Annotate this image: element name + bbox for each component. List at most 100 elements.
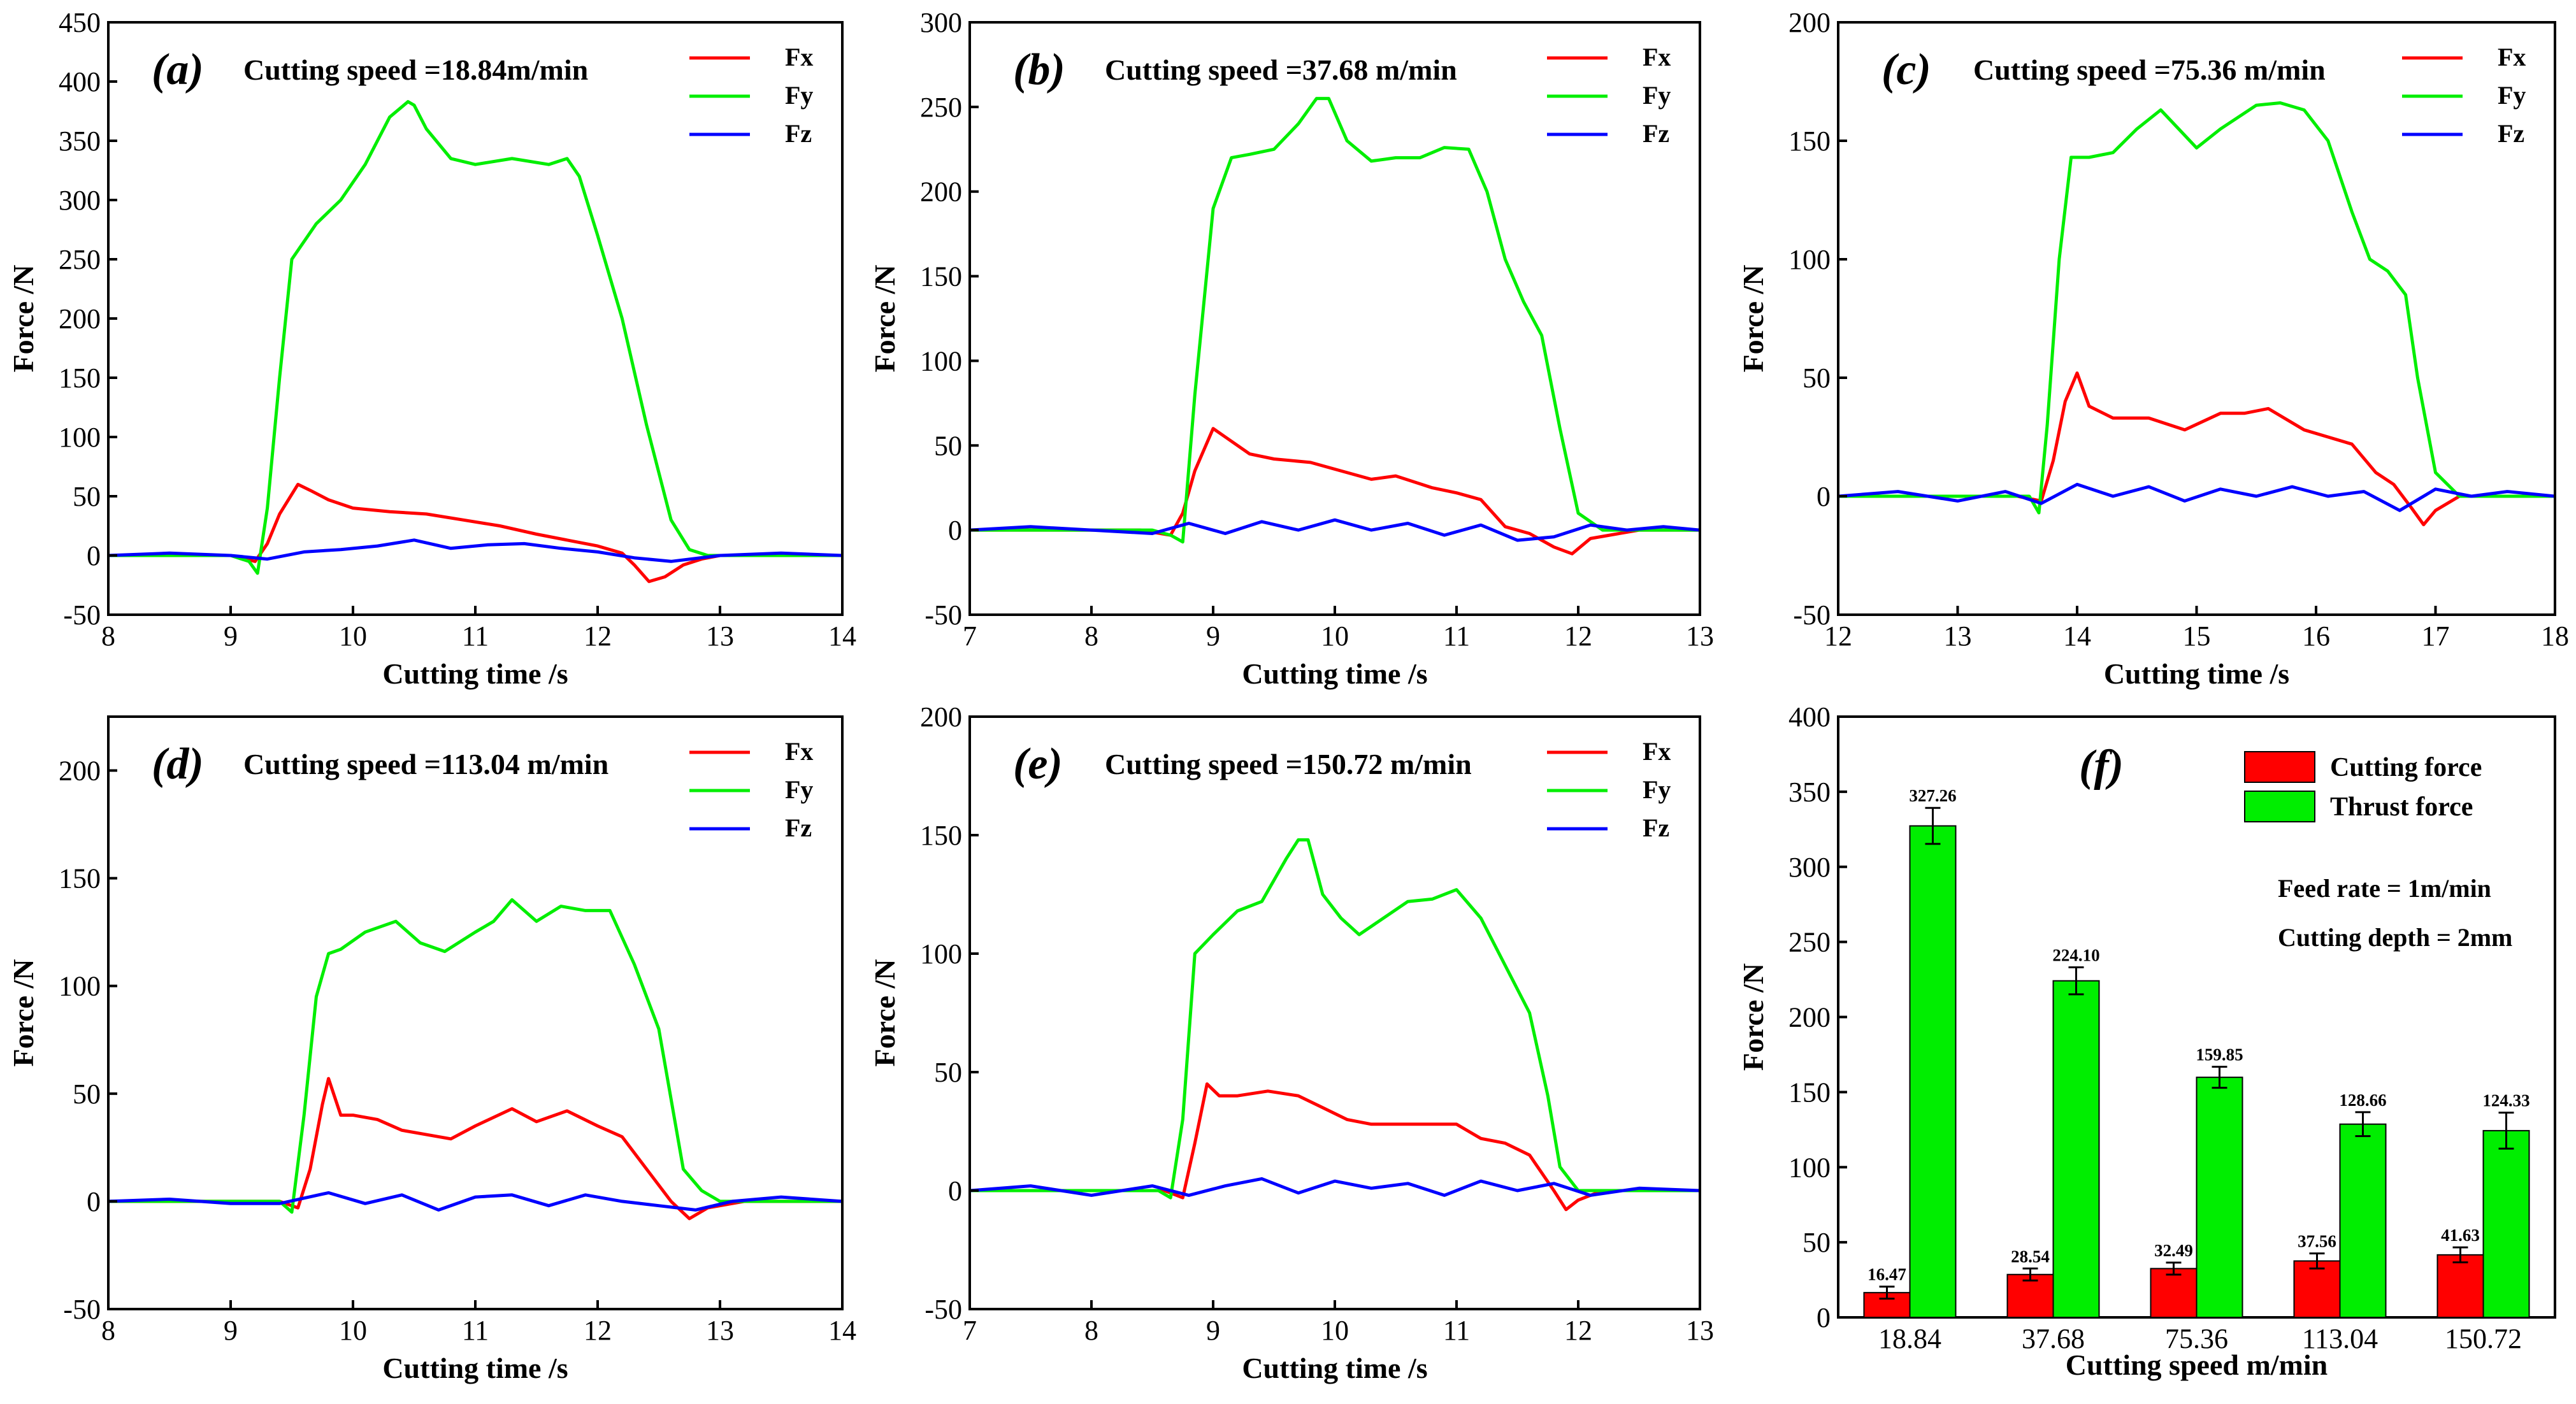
bar-value-label: 37.56 xyxy=(2298,1232,2336,1251)
speed-label: Cutting speed =18.84m/min xyxy=(243,54,588,86)
x-tick-label: 9 xyxy=(1206,620,1220,652)
y-axis-label: Force /N xyxy=(868,264,901,372)
x-tick-label: 11 xyxy=(1443,1315,1470,1346)
panel-e: 7 8 9 10 11 12 13 -50 0 50 100 150 200 Cutting time /… xyxy=(868,701,1714,1384)
panel-tag: (b) xyxy=(1013,45,1065,94)
bar-thrust xyxy=(2052,980,2100,1318)
x-axis-label: Cutting time /s xyxy=(382,1352,568,1384)
y-tick-label: 250 xyxy=(59,244,101,275)
x-tick-label: 8 xyxy=(1084,620,1098,652)
legend-swatch-cutting xyxy=(2244,751,2315,783)
bar-value-label: 128.66 xyxy=(2339,1091,2386,1110)
legend-label-fx: Fx xyxy=(2498,43,2526,71)
x-tick-label: 14 xyxy=(828,1315,856,1346)
x-tick-label: 13 xyxy=(706,1315,734,1346)
y-tick-label: 0 xyxy=(948,1175,962,1207)
y-tick-label: 400 xyxy=(59,66,101,97)
y-axis-label: Force /N xyxy=(7,959,40,1066)
y-tick-label: 200 xyxy=(920,701,962,733)
panel-tag-letter: a xyxy=(166,45,189,94)
panel-d: 8 9 10 11 12 13 14 -50 0 50 100 150 200 Cutting time … xyxy=(7,715,856,1384)
series-line-fx xyxy=(108,1077,842,1221)
x-tick-label: 14 xyxy=(2063,620,2091,652)
bar-value-label: 28.54 xyxy=(2011,1247,2050,1266)
x-tick-label: 11 xyxy=(462,1315,489,1346)
plot-frame xyxy=(107,715,844,1310)
bar-thrust xyxy=(2196,1077,2243,1318)
legend-label-fy: Fy xyxy=(1643,81,1671,110)
legend-label-cutting: Cutting force xyxy=(2330,753,2482,782)
y-tick-label: 200 xyxy=(920,176,962,208)
y-tick-label: 100 xyxy=(920,938,962,970)
note-cutting-depth: Cutting depth = 2mm xyxy=(2278,923,2512,952)
plot-frame xyxy=(968,715,1701,1310)
series-line-fz xyxy=(108,1191,842,1212)
bar-cutting xyxy=(2293,1260,2341,1318)
legend-label-fy: Fy xyxy=(2498,81,2526,110)
x-tick-label: 15 xyxy=(2183,620,2211,652)
y-tick-label: -50 xyxy=(63,1294,101,1325)
y-tick-label: 200 xyxy=(1788,7,1831,38)
legend-label-fy: Fy xyxy=(1643,775,1671,804)
y-tick-label: 200 xyxy=(1788,1002,1831,1033)
bar-cutting xyxy=(2436,1254,2484,1319)
x-tick-label: 9 xyxy=(1206,1315,1220,1346)
x-tick-label: 12 xyxy=(1564,1315,1592,1346)
legend-swatch-thrust xyxy=(2244,791,2315,822)
legend-label-fy: Fy xyxy=(785,775,813,804)
panel-tag-letter: c xyxy=(1896,45,1916,94)
x-tick-label: 18.84 xyxy=(1878,1323,1941,1354)
panel-tag-letter: e xyxy=(1028,740,1047,789)
plot-frame xyxy=(107,21,844,616)
series-group xyxy=(1838,101,2555,527)
bar-thrust xyxy=(2339,1123,2387,1319)
y-tick-label: 300 xyxy=(920,7,962,38)
x-axis-label: Cutting time /s xyxy=(382,657,568,690)
y-tick-label: 250 xyxy=(920,92,962,123)
x-tick-label: 150.72 xyxy=(2445,1323,2522,1354)
y-tick-label: -50 xyxy=(925,1294,962,1325)
x-tick-label: 75.36 xyxy=(2165,1323,2228,1354)
y-axis-label: Force /N xyxy=(1737,264,1769,372)
x-tick-label: 16 xyxy=(2302,620,2330,652)
y-tick-label: 200 xyxy=(59,756,101,787)
series-group xyxy=(108,100,842,584)
series-line-fy xyxy=(1838,101,2555,515)
x-tick-label: 11 xyxy=(462,620,489,652)
x-tick-label: 9 xyxy=(224,1315,238,1346)
bar-thrust xyxy=(1909,825,1957,1318)
x-tick-label: 8 xyxy=(1084,1315,1098,1346)
x-axis-label: Cutting time /s xyxy=(1242,1352,1427,1384)
panel-tag: (f) xyxy=(2079,741,2124,791)
panel-c: 12 13 14 15 16 17 18 -50 0 50 100 150 200 Cutting tim… xyxy=(1737,7,2569,690)
series-line-fy xyxy=(970,838,1700,1200)
series-line-fz xyxy=(970,518,1700,542)
y-tick-label: 400 xyxy=(1788,701,1831,733)
y-axis-label: Force /N xyxy=(7,264,40,372)
legend-label-fy: Fy xyxy=(785,81,813,110)
series-line-fy xyxy=(970,97,1700,544)
x-tick-label: 8 xyxy=(101,1315,115,1346)
x-tick-label: 7 xyxy=(963,1315,977,1346)
legend-label-fz: Fz xyxy=(785,813,812,842)
x-axis-label: Cutting time /s xyxy=(1242,657,1427,690)
panel-tag: (c) xyxy=(1882,45,1931,94)
x-tick-label: 8 xyxy=(101,620,115,652)
y-tick-label: 100 xyxy=(59,422,101,453)
x-tick-label: 37.68 xyxy=(2022,1323,2085,1354)
x-tick-label: 11 xyxy=(1443,620,1470,652)
y-tick-label: 300 xyxy=(1788,852,1831,883)
bar-value-label: 16.47 xyxy=(1867,1265,1906,1284)
x-tick-label: 13 xyxy=(1686,1315,1714,1346)
y-tick-label: 300 xyxy=(59,185,101,216)
y-tick-label: -50 xyxy=(925,599,962,631)
y-tick-label: 150 xyxy=(1788,1077,1831,1108)
legend-label-fz: Fz xyxy=(2498,119,2524,148)
series-line-fz xyxy=(1838,482,2555,512)
panel-f: 0 50 100 150 200 250 300 350 400 18.84 16.47 327.26… xyxy=(1737,701,2556,1381)
panel-tag: (e) xyxy=(1013,740,1063,789)
y-tick-label: 350 xyxy=(59,125,101,157)
y-tick-label: 100 xyxy=(1788,244,1831,275)
x-tick-label: 12 xyxy=(584,620,612,652)
